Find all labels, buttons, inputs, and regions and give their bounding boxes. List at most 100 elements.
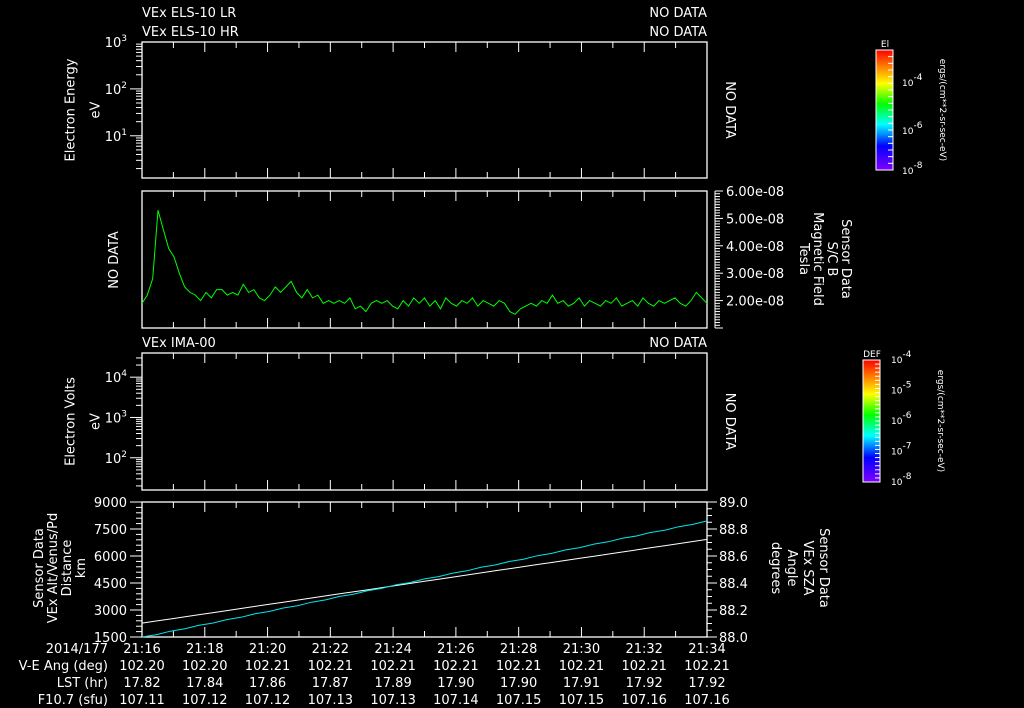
y-tick-label: 7500 — [94, 523, 127, 538]
y-axis-label-right: Tesla — [796, 242, 811, 275]
ephemeris-value: 107.12 — [182, 693, 228, 708]
ephemeris-value: 17.90 — [500, 676, 537, 691]
y-axis-label-right: Angle — [784, 550, 799, 587]
time-tick-label: 21:22 — [312, 642, 349, 657]
date-label: 2014/177 — [46, 642, 108, 657]
ephemeris-value: 102.21 — [245, 659, 291, 674]
y-axis-label: Distance — [60, 540, 75, 597]
ephemeris-value: 102.20 — [119, 659, 165, 674]
no-data-label: NO DATA — [107, 231, 122, 289]
time-tick-label: 21:16 — [123, 642, 160, 657]
ephemeris-value: 107.15 — [559, 693, 605, 708]
y-axis-label: Electron Volts — [64, 377, 79, 466]
no-data-label: NO DATA — [722, 393, 737, 451]
ephemeris-value: 17.92 — [626, 676, 663, 691]
panel-frame-3 — [141, 352, 708, 491]
header-els-lr-status: NO DATA — [649, 6, 707, 21]
ephemeris-value: 107.12 — [245, 693, 291, 708]
y-tick-label: 3.00e-08 — [726, 267, 784, 282]
ephemeris-value: 102.21 — [370, 659, 416, 674]
y-tick-label-right: 88.2 — [719, 604, 748, 619]
time-tick-label: 21:30 — [563, 642, 600, 657]
magnetic-field-line — [141, 210, 708, 315]
y-axis-label-right: degrees — [768, 542, 783, 595]
colorbar-tick-label: 10-7 — [891, 442, 911, 458]
ephemeris-value: 17.84 — [186, 676, 223, 691]
panel-frame-4 — [141, 501, 708, 638]
ephemeris-row-label: F10.7 (sfu) — [38, 693, 108, 708]
ephemeris-value: 102.21 — [684, 659, 730, 674]
no-data-label: NO DATA — [722, 81, 737, 139]
ephemeris-value: 102.21 — [433, 659, 479, 674]
ephemeris-value: 17.87 — [312, 676, 349, 691]
ephemeris-value: 102.20 — [182, 659, 228, 674]
y-axis-label: km — [74, 558, 89, 578]
ephemeris-value: 17.82 — [123, 676, 160, 691]
y-axis-label-right: Magnetic Field — [810, 212, 825, 306]
colorbar-tick-label: 10-5 — [891, 381, 911, 397]
colorbar-label: DEF — [863, 350, 881, 360]
y-axis-label-right: Sensor Data — [838, 219, 853, 299]
distance-line — [141, 538, 708, 624]
ephemeris-value: 17.86 — [249, 676, 286, 691]
panel-frame-2 — [141, 190, 708, 329]
ephemeris-value: 102.21 — [621, 659, 667, 674]
y-tick-label: 103 — [105, 34, 127, 51]
colorbar-tick-label: 10-6 — [902, 121, 923, 137]
y-axis-label-right: Sensor Data — [816, 528, 831, 608]
colorbar-tick-label: 10-8 — [902, 161, 923, 177]
y-axis-label-right: VEx SZA — [800, 541, 815, 596]
ephemeris-value: 17.90 — [437, 676, 474, 691]
time-tick-label: 21:34 — [688, 642, 725, 657]
y-tick-label-right: 88.6 — [719, 550, 748, 565]
header-els-hr: VEx ELS-10 HR — [142, 25, 239, 40]
ephemeris-value: 107.16 — [684, 693, 730, 708]
ephemeris-value: 102.21 — [559, 659, 605, 674]
y-tick-label-right: 88.0 — [719, 631, 748, 646]
colorbar-units: ergs/(cm**2-sr-sec-eV) — [935, 370, 945, 472]
y-tick-label: 9000 — [94, 496, 127, 511]
ephemeris-value: 17.92 — [688, 676, 725, 691]
ephemeris-row-label: LST (hr) — [57, 676, 108, 691]
header-ima-status: NO DATA — [649, 336, 707, 351]
y-tick-label: 6000 — [94, 550, 127, 565]
y-tick-label: 4.00e-08 — [726, 240, 784, 255]
header-ima: VEx IMA-00 — [142, 336, 216, 351]
time-tick-label: 21:20 — [249, 642, 286, 657]
y-tick-label-right: 88.8 — [719, 523, 748, 538]
ephemeris-value: 102.21 — [496, 659, 542, 674]
y-tick-label: 4500 — [94, 577, 127, 592]
ephemeris-value: 17.91 — [563, 676, 600, 691]
time-tick-label: 21:24 — [374, 642, 411, 657]
colorbar-tick-label: 10-8 — [891, 472, 912, 488]
panel-frame-1 — [141, 41, 708, 179]
ephemeris-row-label: V-E Ang (deg) — [19, 659, 108, 674]
y-tick-label: 103 — [105, 409, 127, 426]
ephemeris-value: 107.14 — [433, 693, 479, 708]
y-axis-label: eV — [89, 413, 104, 430]
y-axis-label: eV — [89, 101, 104, 118]
y-axis-label-right: S/C B — [824, 242, 839, 277]
y-tick-label: 5.00e-08 — [726, 212, 784, 227]
y-tick-label: 1500 — [94, 631, 127, 646]
colorbar-units: ergs/(cm**2-sr-sec-eV) — [937, 59, 947, 161]
colorbar-tick-label: 10-4 — [891, 350, 912, 366]
time-tick-label: 21:18 — [186, 642, 223, 657]
y-axis-label: VEx Alt/Venus/Pd — [46, 513, 61, 624]
y-tick-label: 6.00e-08 — [726, 185, 784, 200]
header-els-lr: VEx ELS-10 LR — [142, 6, 236, 21]
ephemeris-value: 102.21 — [308, 659, 354, 674]
y-tick-label: 2.00e-08 — [726, 295, 784, 310]
colorbar-tick-label: 10-6 — [891, 411, 912, 427]
y-tick-label-right: 89.0 — [719, 496, 748, 511]
ephemeris-value: 107.11 — [119, 693, 165, 708]
y-axis-label: Sensor Data — [32, 528, 47, 608]
time-tick-label: 21:28 — [500, 642, 537, 657]
y-tick-label: 101 — [105, 128, 127, 145]
sza-line — [141, 520, 708, 638]
ephemeris-value: 107.16 — [621, 693, 667, 708]
ephemeris-value: 107.13 — [308, 693, 354, 708]
y-tick-label-right: 88.4 — [719, 577, 748, 592]
y-tick-label: 104 — [105, 369, 128, 386]
